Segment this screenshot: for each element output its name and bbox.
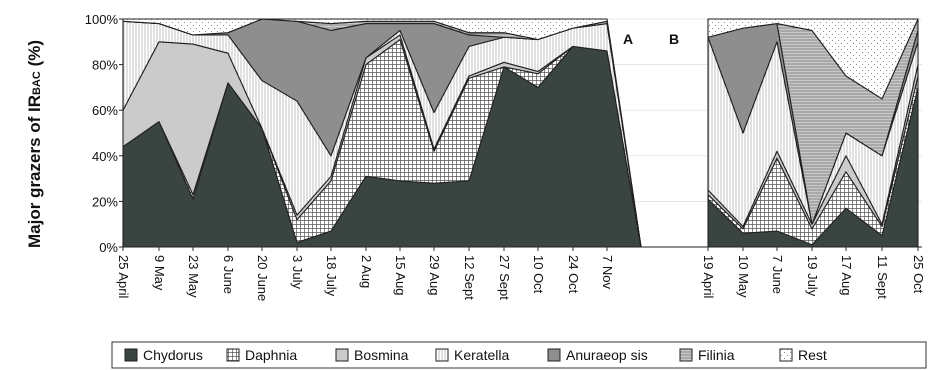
x-tick-label: 15 Aug bbox=[393, 255, 408, 296]
legend-swatch-daphnia bbox=[226, 348, 240, 362]
y-axis-label: Major grazers of IRBAC (%) bbox=[25, 40, 44, 248]
y-tick-label: 80% bbox=[92, 58, 118, 73]
legend-label-rest: Rest bbox=[798, 347, 827, 363]
x-tick-label: 17 Aug bbox=[839, 255, 854, 296]
y-tick-label: 40% bbox=[92, 149, 118, 164]
legend-swatch-rest bbox=[779, 348, 793, 362]
x-tick-label: 10 Oct bbox=[531, 255, 546, 294]
legend-swatch-keratella bbox=[435, 348, 449, 362]
x-tick-label: 27 Sept bbox=[497, 255, 512, 300]
marker-a: A bbox=[623, 31, 633, 47]
legend-label-daphnia: Daphnia bbox=[245, 347, 297, 363]
legend-label-anuraeopsis: Anuraeop sis bbox=[566, 347, 648, 363]
svg-text:Major grazers of IRBAC (%): Major grazers of IRBAC (%) bbox=[25, 40, 44, 248]
legend-label-filinia: Filinia bbox=[698, 347, 735, 363]
x-tick-label: 11 Sept bbox=[875, 255, 890, 299]
y-tick-label: 100% bbox=[85, 12, 119, 27]
y-tick-label: 0% bbox=[99, 240, 118, 255]
marker-b: B bbox=[669, 31, 679, 47]
x-tick-label: 10 May bbox=[736, 255, 751, 298]
x-tick-label: 19 April bbox=[701, 255, 716, 298]
y-axis-label-unit: (%) bbox=[25, 40, 44, 71]
x-tick-label: 7 Nov bbox=[600, 255, 615, 289]
y-tick-label: 60% bbox=[92, 103, 118, 118]
legend-swatch-anuraeopsis bbox=[547, 348, 561, 362]
y-tick-label: 20% bbox=[92, 194, 118, 209]
stacked-areas bbox=[122, 18, 919, 248]
y-axis-label-main: Major grazers of IR bbox=[25, 95, 44, 248]
x-tick-label: 24 Oct bbox=[566, 255, 581, 294]
y-axis-label-subscript: BAC bbox=[31, 71, 43, 95]
x-tick-label: 25 Oct bbox=[911, 255, 926, 294]
legend: Chydorus Daphnia Bosmina Keratella Anuraeop … bbox=[111, 341, 927, 369]
legend-swatch-filinia bbox=[679, 348, 693, 362]
x-tick-label: 20 June bbox=[255, 255, 270, 301]
x-tick-label: 9 May bbox=[152, 255, 167, 291]
x-tick-label: 23 May bbox=[186, 255, 201, 298]
x-tick-label: 6 June bbox=[221, 255, 236, 294]
y-tick-labels: 0% 20% 40% 60% 80% 100% bbox=[85, 12, 119, 255]
x-tick-label: 12 Sept bbox=[462, 255, 477, 300]
legend-swatch-chydorus bbox=[124, 348, 138, 362]
legend-label-chydorus: Chydorus bbox=[143, 347, 203, 363]
plot-frame bbox=[119, 18, 922, 248]
x-tick-label: 29 Aug bbox=[427, 255, 442, 296]
x-tick-label: 19 July bbox=[805, 255, 820, 297]
legend-swatch-bosmina bbox=[335, 348, 349, 362]
x-tick-label: 25 April bbox=[116, 255, 131, 298]
x-tick-label: 3 July bbox=[290, 255, 305, 289]
x-tick-label: 7 June bbox=[770, 255, 785, 294]
legend-label-bosmina: Bosmina bbox=[354, 347, 409, 363]
x-tick-label: 18 July bbox=[324, 255, 339, 297]
x-tick-labels: 25 April 9 May 23 May 6 June 20 June 3 July 18… bbox=[116, 247, 926, 301]
area-rest-panel-2 bbox=[707, 18, 919, 100]
legend-label-keratella: Keratella bbox=[454, 347, 509, 363]
x-tick-label: 2 Aug bbox=[359, 255, 374, 288]
